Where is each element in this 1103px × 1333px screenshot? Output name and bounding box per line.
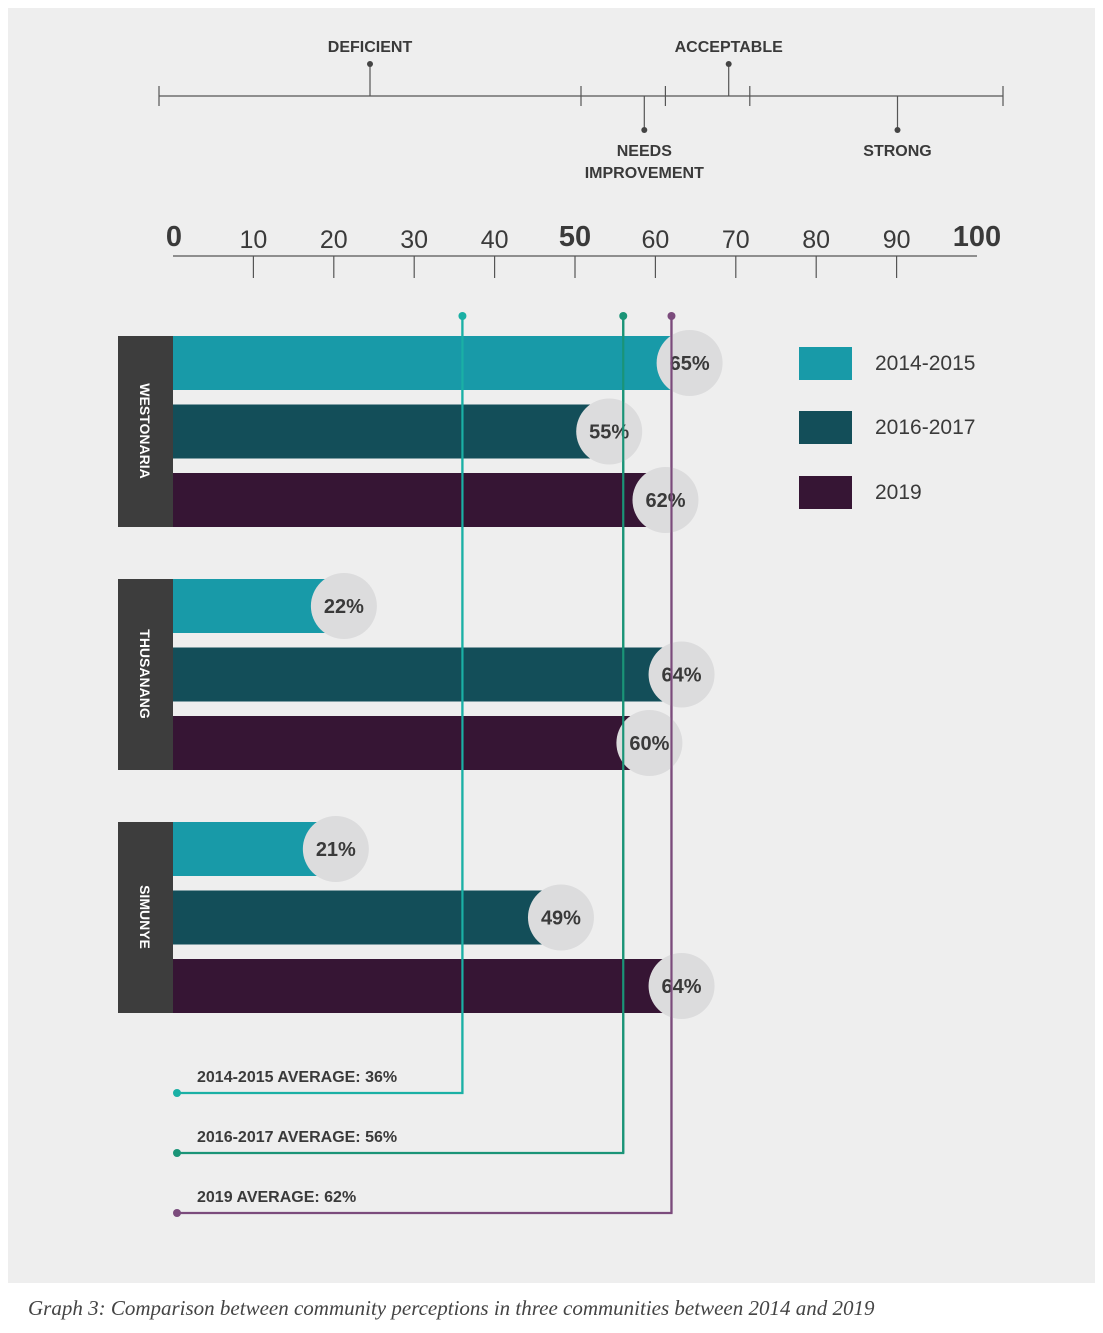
group-label-box	[118, 822, 173, 1013]
chart-svg: DEFICIENT NEEDS IMPROVEMENT ACCEPTABLE STRON…	[118, 39, 1004, 1217]
average-line-end-dot	[173, 1209, 181, 1217]
bar-simunye-2016-2017	[173, 890, 561, 945]
value-circle	[527, 884, 594, 951]
value-circle	[302, 816, 369, 882]
legend-label: 2014-2015	[875, 352, 975, 375]
rating-scale-pointer-dot	[725, 61, 732, 67]
rating-label-needs-improvement: NEEDS	[617, 143, 672, 160]
group-label-simunye: SIMUNYE	[137, 885, 153, 949]
legend-swatch-2014-2015	[799, 347, 852, 380]
group-label-box	[118, 579, 173, 770]
rating-label-acceptable: ACCEPTABLE	[675, 39, 783, 56]
group-label-thusanang: THUSANANG	[137, 629, 153, 719]
bar-thusanang-2016-2017	[173, 647, 682, 702]
average-label: 2016-2017 AVERAGE: 56%	[197, 1129, 397, 1146]
average-label: 2014-2015 AVERAGE: 36%	[197, 1069, 397, 1086]
chart-caption: Graph 3: Comparison between community pe…	[28, 1296, 875, 1320]
value-circle	[648, 641, 715, 708]
legend-label: 2019	[875, 481, 922, 504]
value-circle	[648, 953, 715, 1019]
x-tick-label: 100	[953, 221, 1001, 253]
value-label: 65%	[670, 353, 710, 375]
rating-scale-pointer-dot	[641, 127, 648, 133]
legend-swatch-2019	[799, 476, 852, 509]
x-tick-label: 20	[320, 226, 348, 254]
legend-label: 2016-2017	[875, 416, 975, 439]
x-tick-label: 60	[641, 226, 669, 254]
value-circle	[632, 467, 699, 533]
rating-label-deficient: DEFICIENT	[328, 39, 413, 56]
value-label: 62%	[645, 490, 685, 512]
group-label-westonaria: WESTONARIA	[137, 383, 153, 478]
bar-westonaria-2014-2015	[173, 336, 690, 390]
x-tick-label: 10	[239, 226, 267, 254]
average-line-end-dot	[173, 1089, 181, 1097]
group-label-box	[118, 336, 173, 527]
value-label: 64%	[662, 665, 702, 687]
x-tick-label: 40	[481, 226, 509, 254]
bar-thusanang-2019	[173, 716, 650, 770]
value-label: 60%	[629, 733, 669, 755]
bar-westonaria-2016-2017	[173, 404, 610, 459]
value-label: 64%	[662, 976, 702, 998]
value-label: 21%	[316, 839, 356, 861]
value-label: 55%	[589, 422, 629, 444]
value-label: 22%	[324, 596, 364, 618]
average-line-end-dot	[173, 1149, 181, 1157]
x-tick-label: 30	[400, 226, 428, 254]
rating-scale-pointer-dot	[367, 61, 373, 67]
rating-label-strong: STRONG	[863, 143, 931, 160]
bar-simunye-2019	[173, 959, 682, 1013]
value-circle	[656, 330, 723, 396]
bar-westonaria-2019	[173, 473, 666, 527]
x-tick-label: 80	[802, 226, 830, 254]
x-tick-label: 0	[166, 221, 182, 253]
value-circle	[616, 710, 683, 776]
average-label: 2019 AVERAGE: 62%	[197, 1189, 356, 1206]
x-tick-label: 50	[559, 221, 591, 253]
value-label: 49%	[541, 908, 581, 930]
chart-panel: DEFICIENT NEEDS IMPROVEMENT ACCEPTABLE STRON…	[8, 8, 1095, 1283]
x-tick-label: 90	[883, 226, 911, 254]
value-circle	[310, 573, 377, 639]
value-circle	[576, 398, 643, 465]
legend-swatch-2016-2017	[799, 411, 852, 444]
x-tick-label: 70	[722, 226, 750, 254]
rating-scale-pointer-dot	[894, 127, 901, 133]
rating-label-needs-improvement: IMPROVEMENT	[585, 165, 704, 182]
